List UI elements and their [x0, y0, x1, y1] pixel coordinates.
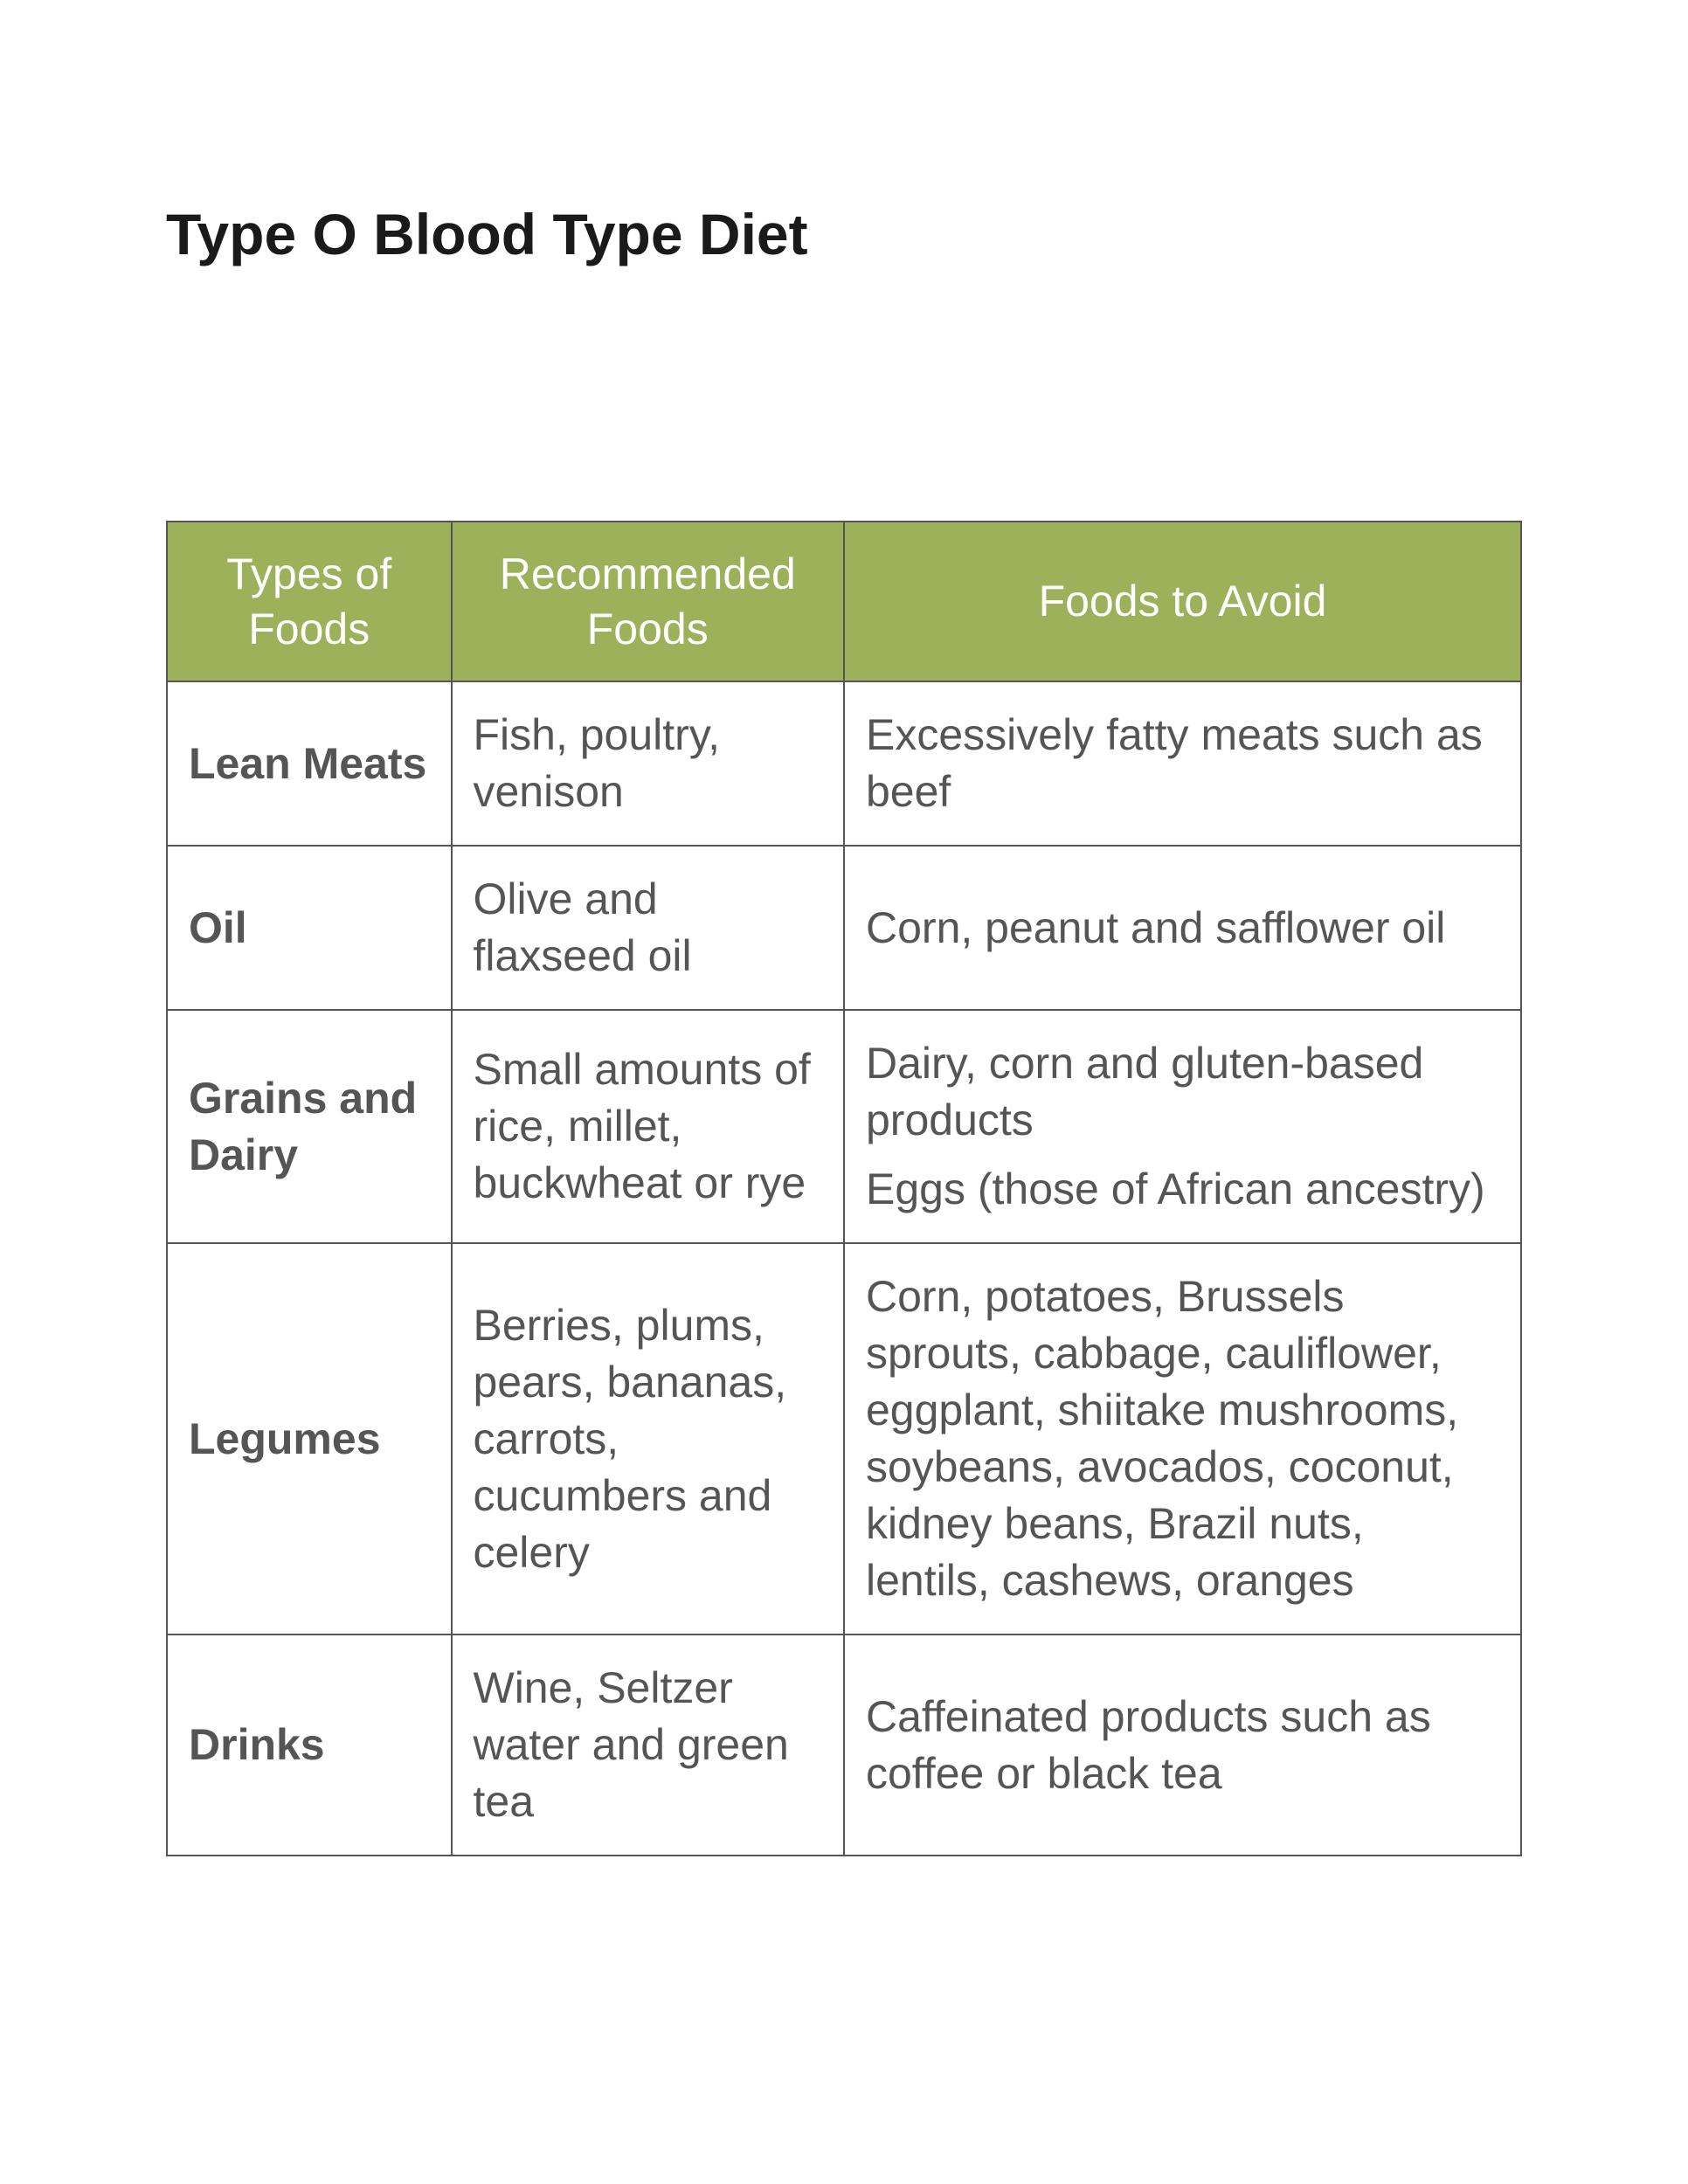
cell-avoid: Corn, peanut and safflower oil [844, 846, 1521, 1010]
cell-recommended: Wine, Seltzer water and green tea [452, 1635, 845, 1856]
table-row: Drinks Wine, Seltzer water and green tea… [167, 1635, 1521, 1856]
cell-category: Lean Meats [167, 681, 452, 846]
avoid-line: Eggs (those of African ancestry) [866, 1161, 1499, 1218]
cell-category: Grains and Dairy [167, 1010, 452, 1243]
cell-recommended: Small amounts of rice, millet, buckwheat… [452, 1010, 845, 1243]
cell-avoid: Dairy, corn and gluten-based products Eg… [844, 1010, 1521, 1243]
diet-table: Types of Foods Recommended Foods Foods t… [166, 521, 1522, 1856]
col-header-recommended: Recommended Foods [452, 522, 845, 681]
avoid-line: Corn, peanut and safflower oil [866, 900, 1499, 957]
table-header-row: Types of Foods Recommended Foods Foods t… [167, 522, 1521, 681]
document-page: Type O Blood Type Diet Types of Foods Re… [0, 0, 1688, 1856]
cell-recommended: Fish, poultry, venison [452, 681, 845, 846]
table-row: Oil Olive and flaxseed oil Corn, peanut … [167, 846, 1521, 1010]
cell-avoid: Corn, potatoes, Brussels sprouts, cabbag… [844, 1243, 1521, 1635]
table-row: Legumes Berries, plums, pears, bananas, … [167, 1243, 1521, 1635]
cell-recommended: Olive and flaxseed oil [452, 846, 845, 1010]
avoid-line: Excessively fatty meats such as beef [866, 707, 1499, 820]
avoid-line: Corn, potatoes, Brussels sprouts, cabbag… [866, 1268, 1499, 1609]
cell-category: Oil [167, 846, 452, 1010]
table-row: Lean Meats Fish, poultry, venison Excess… [167, 681, 1521, 846]
table-row: Grains and Dairy Small amounts of rice, … [167, 1010, 1521, 1243]
col-header-types: Types of Foods [167, 522, 452, 681]
col-header-avoid: Foods to Avoid [844, 522, 1521, 681]
cell-avoid: Excessively fatty meats such as beef [844, 681, 1521, 846]
cell-recommended: Berries, plums, pears, bananas, carrots,… [452, 1243, 845, 1635]
cell-category: Drinks [167, 1635, 452, 1856]
avoid-line: Caffeinated products such as coffee or b… [866, 1689, 1499, 1802]
cell-avoid: Caffeinated products such as coffee or b… [844, 1635, 1521, 1856]
page-title: Type O Blood Type Diet [166, 201, 1522, 267]
avoid-line: Dairy, corn and gluten-based products [866, 1035, 1499, 1149]
cell-category: Legumes [167, 1243, 452, 1635]
